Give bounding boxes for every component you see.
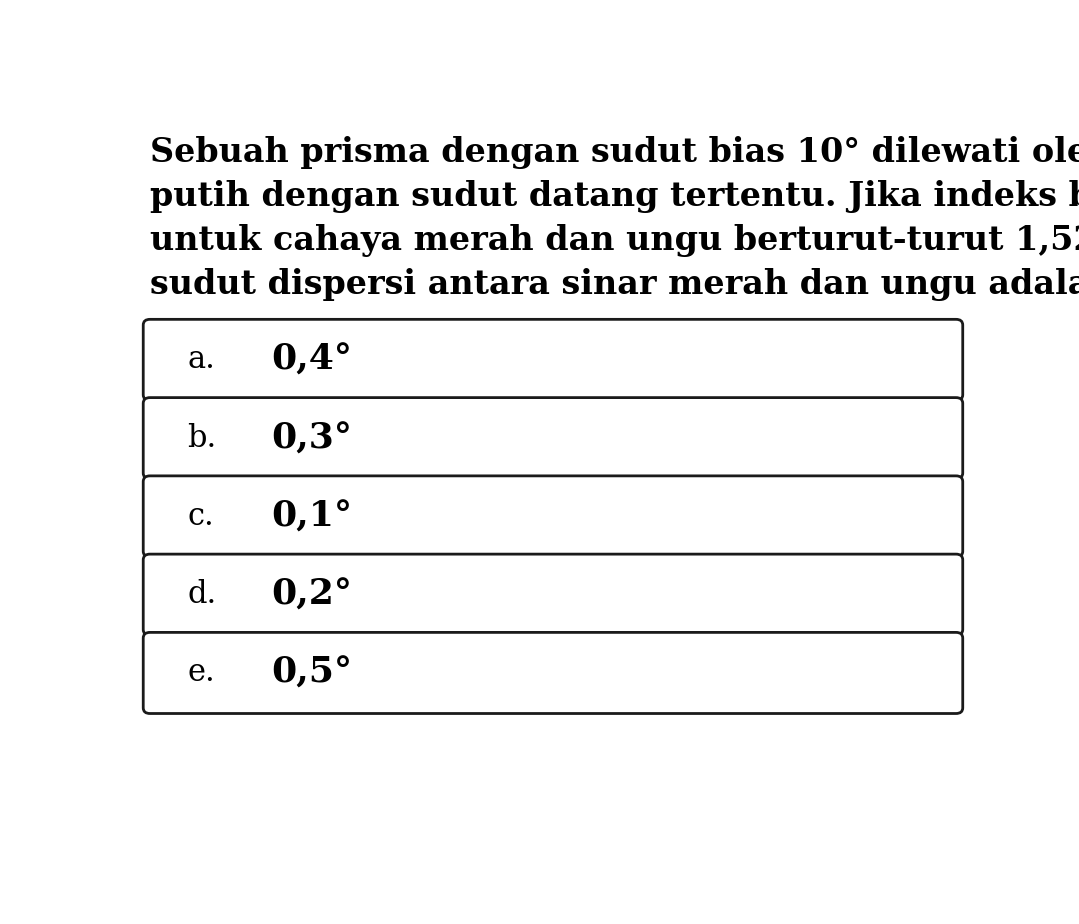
Text: 0,2°: 0,2° — [271, 578, 352, 612]
FancyBboxPatch shape — [144, 476, 962, 557]
Text: 0,3°: 0,3° — [271, 421, 352, 456]
Text: b.: b. — [188, 422, 217, 454]
Text: 0,4°: 0,4° — [271, 343, 352, 377]
Text: putih dengan sudut datang tertentu. Jika indeks bias prisma: putih dengan sudut datang tertentu. Jika… — [150, 180, 1079, 213]
Text: e.: e. — [188, 658, 216, 688]
Text: untuk cahaya merah dan ungu berturut-turut 1,52 dan 1,54;: untuk cahaya merah dan ungu berturut-tur… — [150, 224, 1079, 257]
FancyBboxPatch shape — [144, 397, 962, 479]
Text: d.: d. — [188, 579, 217, 610]
Text: Sebuah prisma dengan sudut bias 10° dilewati oleh cahaya: Sebuah prisma dengan sudut bias 10° dile… — [150, 136, 1079, 169]
FancyBboxPatch shape — [144, 554, 962, 635]
Text: c.: c. — [188, 501, 215, 532]
Text: sudut dispersi antara sinar merah dan ungu adalah ....: sudut dispersi antara sinar merah dan un… — [150, 268, 1079, 301]
FancyBboxPatch shape — [144, 320, 962, 400]
Text: a.: a. — [188, 345, 216, 375]
Text: 0,5°: 0,5° — [271, 656, 352, 690]
FancyBboxPatch shape — [144, 632, 962, 713]
Text: 0,1°: 0,1° — [271, 500, 352, 533]
